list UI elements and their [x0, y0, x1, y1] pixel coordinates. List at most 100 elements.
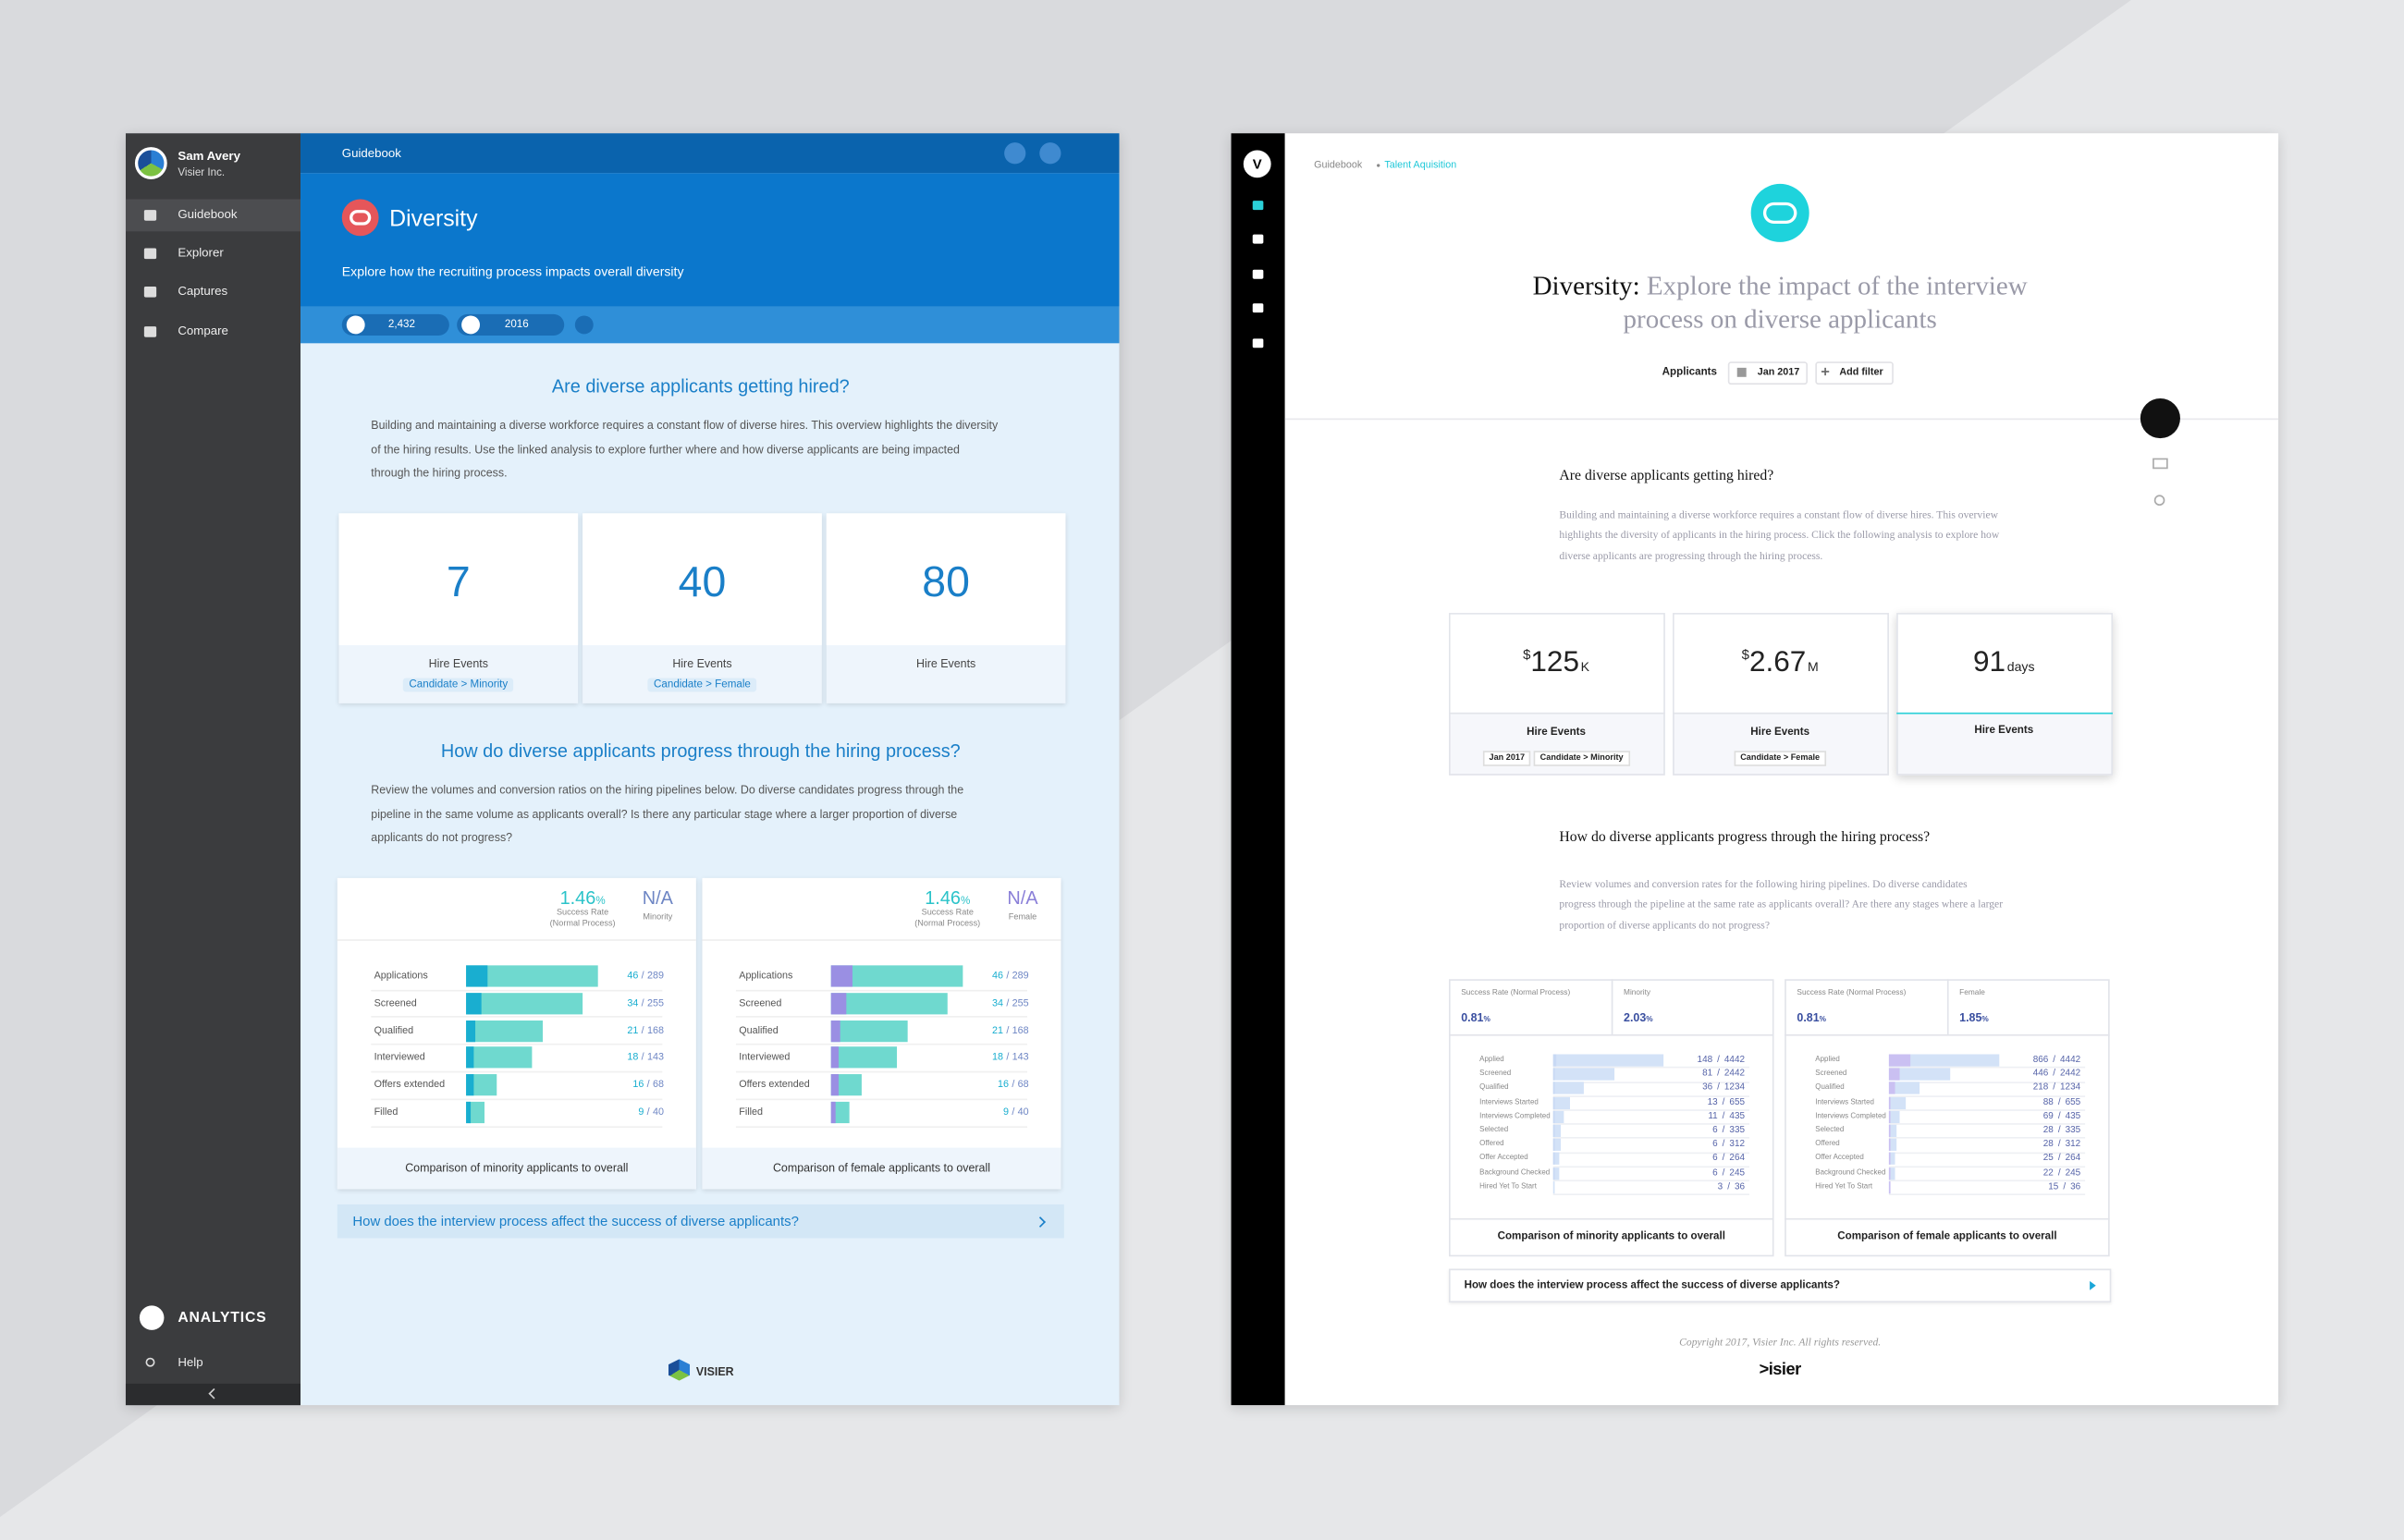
stage-ratio: 6 / 312 — [1712, 1141, 1745, 1150]
group-bar — [1888, 1167, 1890, 1179]
divider — [337, 939, 696, 941]
rate-label: Success Rate (Normal Process) — [1797, 988, 1907, 998]
stage-label: Interviews Completed — [1815, 1112, 1886, 1121]
analysis-link[interactable]: How does the interview process affect th… — [352, 1213, 799, 1229]
row-line — [371, 1125, 663, 1128]
group-bar — [1888, 1124, 1890, 1138]
group-count: 446 — [2032, 1069, 2049, 1080]
stage-ratio: 3 / 36 — [1718, 1182, 1745, 1192]
rate-value: 1.46 — [559, 886, 596, 910]
kpi-value: 40 — [678, 557, 727, 605]
collapse-bar[interactable] — [125, 1383, 301, 1406]
capture-icon[interactable] — [2153, 458, 2168, 470]
group-count: 6 — [1712, 1140, 1718, 1150]
add-filter[interactable]: Add filter — [1839, 367, 1883, 378]
nav-item[interactable]: Compare — [178, 324, 228, 338]
kpi-tags: Candidate > Female — [1734, 740, 1826, 768]
total-bar — [1552, 1167, 1560, 1179]
calendar-icon — [1736, 367, 1747, 377]
breadcrumb-dot — [1377, 164, 1380, 167]
add-filter-button[interactable] — [574, 315, 594, 335]
stage-ratio: 11 / 435 — [1708, 1112, 1745, 1121]
group-count: 9 — [1003, 1106, 1010, 1118]
total-bar — [830, 992, 948, 1015]
breadcrumb[interactable]: Talent Aquisition — [1384, 160, 1457, 171]
menu-button[interactable] — [1039, 142, 1061, 165]
kpi-tags: Jan 2017 Candidate > Minority — [1482, 740, 1630, 768]
caption-band — [337, 1147, 696, 1190]
filter-value[interactable]: 2,432 — [387, 319, 415, 331]
row-line — [371, 1070, 663, 1073]
filter-pill[interactable] — [1815, 361, 1894, 385]
row-line — [1888, 1094, 2086, 1097]
total-bar — [1888, 1167, 1895, 1179]
stage-label: Selected — [1479, 1127, 1509, 1135]
total-count: 264 — [1729, 1154, 1746, 1164]
group-unit: % — [1981, 1015, 1989, 1025]
analysis-link[interactable]: How does the interview process affect th… — [1464, 1280, 1840, 1291]
capture-button[interactable] — [1004, 142, 1026, 165]
total-bar — [466, 1101, 484, 1124]
nav-icon[interactable] — [1252, 269, 1264, 279]
total-count: 245 — [2065, 1168, 2081, 1179]
stage-ratio: 81 /2442 — [1702, 1069, 1745, 1079]
share-icon[interactable] — [2153, 495, 2165, 507]
total-count: 36 — [1734, 1182, 1746, 1192]
row-line — [735, 989, 1027, 991]
total-bar — [830, 1101, 850, 1124]
nav-item[interactable]: Captures — [178, 284, 228, 299]
total-count: 255 — [1012, 997, 1029, 1009]
total-bar — [466, 1074, 497, 1096]
nav-icon[interactable] — [1252, 338, 1264, 348]
funnel-caption: Comparison of minority applicants to ove… — [1497, 1230, 1725, 1242]
group-bar — [1888, 1110, 1891, 1123]
kpi-unit: days — [2006, 658, 2035, 675]
filter-value[interactable]: Jan 2017 — [1757, 367, 1800, 378]
group-count: 11 — [1708, 1112, 1718, 1122]
total-count: 335 — [1729, 1126, 1746, 1136]
filter-pill[interactable] — [341, 313, 449, 336]
filter-value[interactable]: 2016 — [504, 319, 529, 331]
group-bar — [830, 965, 852, 987]
separator: / — [1006, 997, 1010, 1009]
breadcrumb[interactable]: Guidebook — [1314, 160, 1363, 171]
group-count: 34 — [992, 997, 1004, 1009]
nav-icon[interactable] — [1252, 234, 1264, 244]
nav-icon — [143, 248, 157, 260]
total-count: 312 — [1729, 1140, 1746, 1150]
kpi-rule — [1448, 712, 1665, 715]
group-count: 3 — [1717, 1182, 1723, 1192]
filter-pill[interactable] — [1727, 361, 1809, 385]
stage-label: Filled — [739, 1106, 764, 1118]
title-rest: Explore the impact of the interview proc… — [1623, 269, 2028, 335]
total-count: 245 — [1729, 1168, 1746, 1179]
total-count: 68 — [653, 1080, 665, 1091]
section-heading: How do diverse applicants progress throu… — [440, 739, 961, 762]
separator: / — [1006, 1052, 1010, 1064]
rate-label: Success Rate (Normal Process) — [914, 909, 981, 928]
kpi-number: 91 — [1973, 646, 2006, 679]
filter-pill[interactable] — [457, 313, 565, 336]
link-bar[interactable] — [337, 1204, 1064, 1239]
help-link[interactable]: Help — [178, 1355, 203, 1370]
link-box[interactable] — [1448, 1268, 2112, 1303]
group-bar — [466, 992, 482, 1015]
group-bar — [830, 1101, 836, 1124]
nav-item[interactable]: Guidebook — [178, 207, 238, 222]
title-icon-ring — [350, 210, 372, 226]
user-name: Sam Avery — [178, 149, 240, 164]
separator: / — [1722, 1168, 1725, 1179]
total-bar — [1552, 1068, 1614, 1081]
nav-item[interactable]: Explorer — [178, 246, 224, 260]
stage-ratio: 16/68 — [998, 1080, 1029, 1091]
nav-icon[interactable] — [1252, 303, 1264, 313]
kpi-top — [1897, 614, 2112, 713]
separator: / — [2057, 1097, 2061, 1107]
focus-button[interactable] — [2140, 398, 2180, 439]
filter-label: Applicants — [1662, 367, 1718, 378]
nav-icon[interactable] — [1252, 201, 1264, 211]
stage-ratio: 218 / 1234 — [2033, 1084, 2080, 1094]
stage-label: Interviewed — [739, 1052, 791, 1064]
row-line — [1888, 1193, 2086, 1196]
